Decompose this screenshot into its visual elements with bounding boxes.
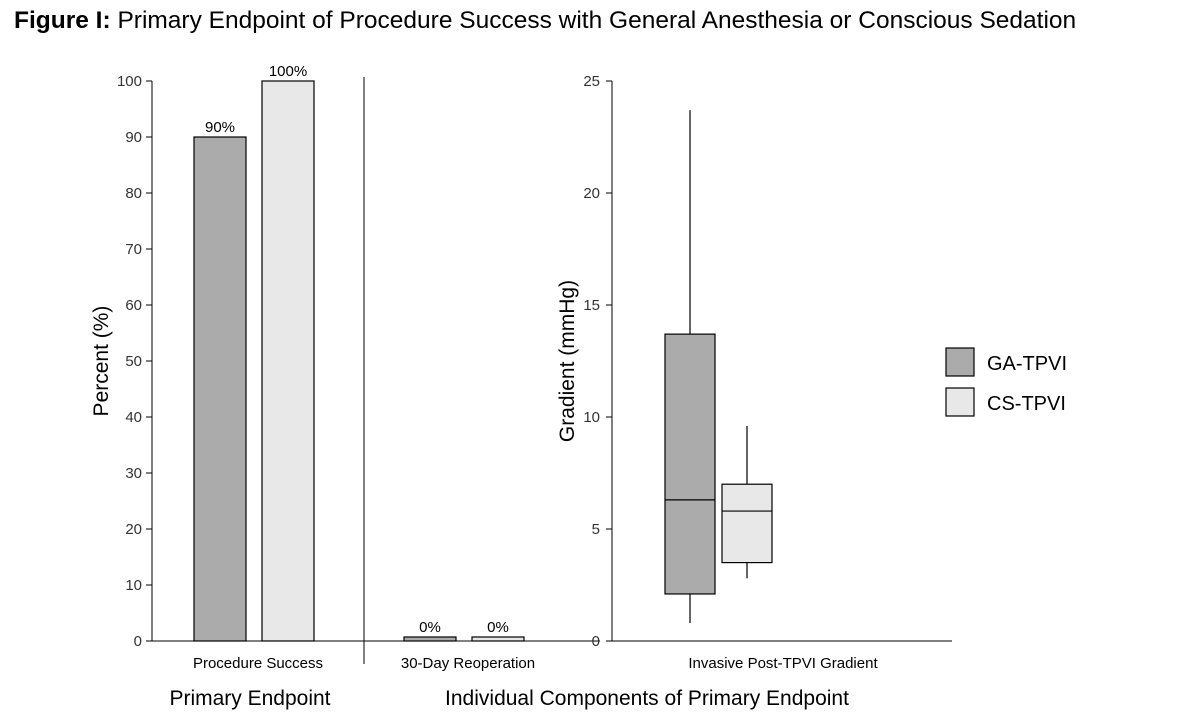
box-iqr-rect [664,333,716,595]
bar-y-tick-label: 50 [125,353,142,370]
legend-label: GA-TPVI [987,353,1067,375]
bar-data-label: 0% [419,619,441,636]
box-y-axis-title: Gradient (mmHg) [556,280,579,442]
box-y-tick-label: 15 [583,297,600,314]
bar-y-tick-label: 20 [125,521,142,538]
legend-label: CS-TPVI [987,393,1066,415]
bar-y-tick-label: 80 [125,185,142,202]
bar [403,636,457,642]
bar-data-label: 90% [205,119,235,136]
group-label-components: Individual Components of Primary Endpoin… [445,687,849,710]
box-y-tick-label: 0 [592,633,600,650]
box-iqr-rect [721,483,773,564]
bar-y-tick-label: 0 [134,633,142,650]
figure-title-prefix: Figure I: [14,7,111,34]
group-label-primary: Primary Endpoint [169,687,330,710]
bar [471,636,525,642]
bar-y-tick-label: 100 [117,73,142,90]
box-category-label: Invasive Post-TPVI Gradient [688,655,878,672]
bar-y-tick-label: 60 [125,297,142,314]
figure-title: Figure I: Primary Endpoint of Procedure … [14,7,1076,35]
bar-y-tick-label: 10 [125,577,142,594]
box-y-tick-label: 10 [583,409,600,426]
bar [193,136,247,642]
bar-y-axis-title: Percent (%) [90,306,113,417]
bar-category-label: Procedure Success [193,655,323,672]
box-y-tick-label: 5 [592,521,600,538]
legend-swatch [945,387,975,417]
bar-data-label: 0% [487,619,509,636]
bar-y-tick-label: 40 [125,409,142,426]
bar-category-label: 30-Day Reoperation [401,655,535,672]
bar [261,80,315,642]
bar-y-tick-label: 30 [125,465,142,482]
box-y-tick-label: 20 [583,185,600,202]
box-y-tick-label: 25 [583,73,600,90]
bar-data-label: 100% [269,63,307,80]
bar-y-tick-label: 90 [125,129,142,146]
bar-y-tick-label: 70 [125,241,142,258]
legend-swatch [945,347,975,377]
figure-title-text: Primary Endpoint of Procedure Success wi… [110,7,1077,34]
